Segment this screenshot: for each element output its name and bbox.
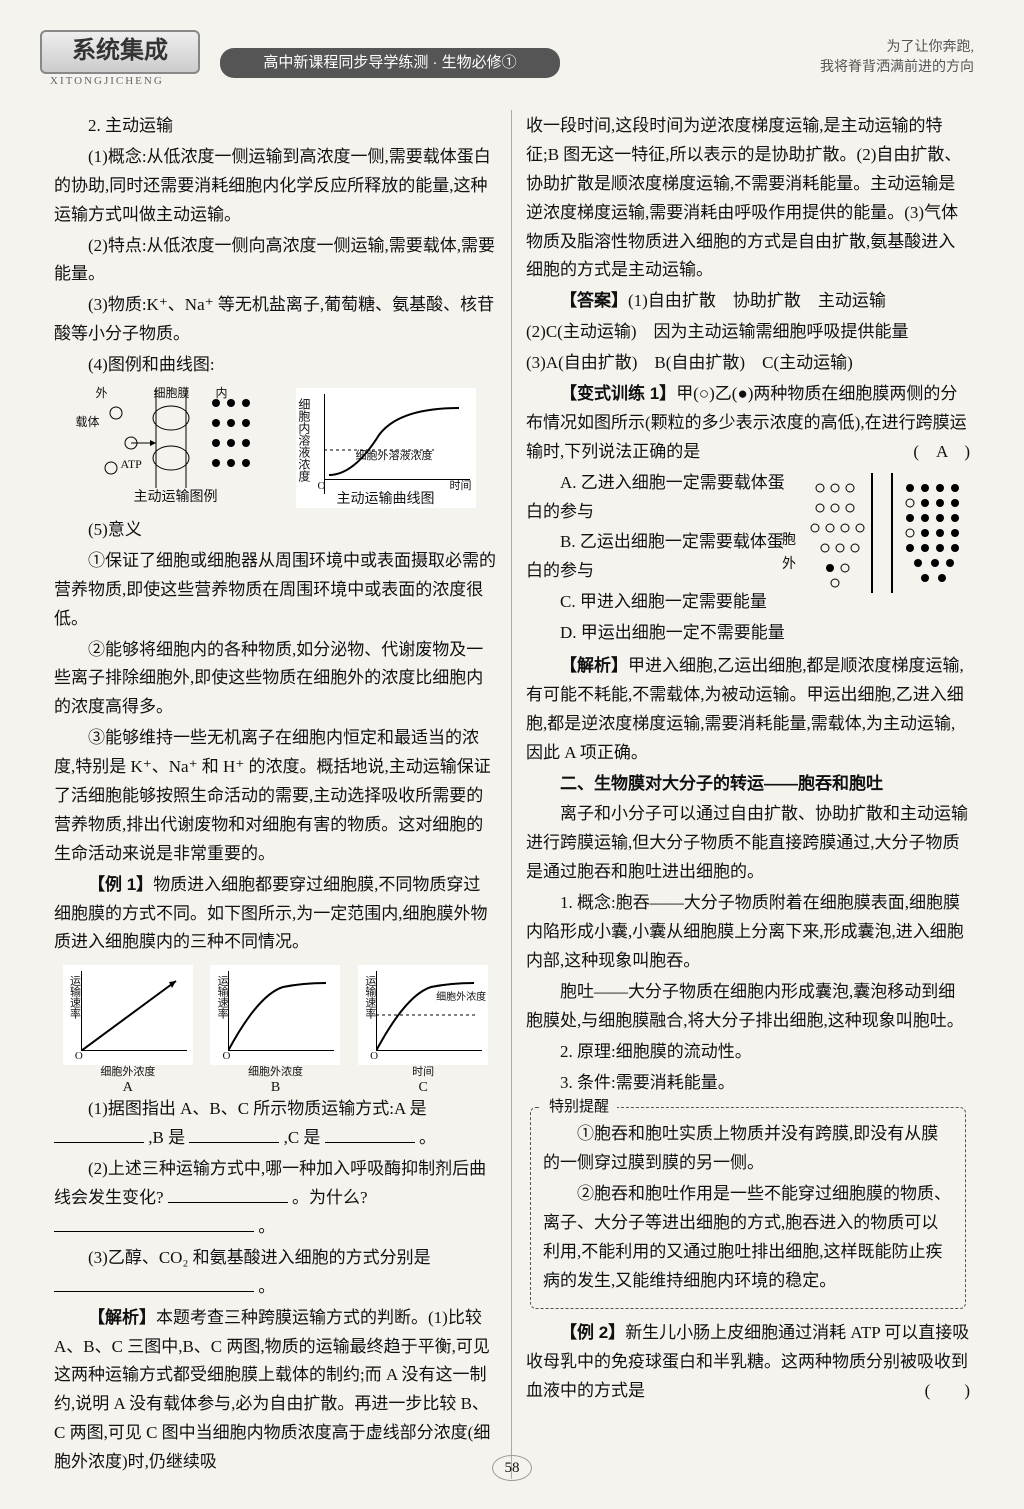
label-atp: ATP bbox=[121, 454, 142, 474]
section-2-heading-right: 二、生物膜对大分子的转运——胞吞和胞吐 bbox=[526, 770, 970, 799]
analysis-continued: 收一段时间,这段时间为逆浓度梯度运输,是主动运输的特征;B 图无这一特征,所以表… bbox=[526, 112, 970, 285]
special-note-box: 特别提醒 ①胞吞和胞吐实质上物质并没有跨膜,即没有从膜的一侧穿过膜到膜的另一侧。… bbox=[530, 1107, 966, 1308]
question-2: (2)上述三种运输方式中,哪一种加入呼吸酶抑制剂后曲线会发生变化? 。为什么? … bbox=[54, 1155, 497, 1242]
curve-midlabel: 细胞外溶液浓度 bbox=[356, 447, 433, 466]
para-substances: (3)物质:K⁺、Na⁺ 等无机盐离子,葡萄糖、氨基酸、核苷酸等小分子物质。 bbox=[54, 291, 497, 349]
variant-analysis-label: 【解析】 bbox=[560, 656, 628, 675]
page-number-value: 58 bbox=[492, 1455, 532, 1481]
q1-text-a: (1)据图指出 A、B、C 所示物质运输方式:A 是 bbox=[88, 1099, 427, 1118]
option-d: D. 甲运出细胞一定不需要能量 bbox=[526, 619, 970, 648]
para-meaning-1: ①保证了细胞或细胞器从周围环境中或表面摄取必需的营养物质,即使这些营养物质在周围… bbox=[54, 547, 497, 634]
page-number: 58 bbox=[0, 1455, 1024, 1482]
page-header: 系统集成 XITONGJICHENG 高中新课程同步导学练测 · 生物必修① 为… bbox=[40, 30, 984, 100]
answer-line1: (1)自由扩散 协助扩散 主动运输 bbox=[628, 291, 886, 310]
transport-schematic: 外 细胞膜 内 载体 ATP 主动运输图例 bbox=[76, 388, 276, 508]
chart-a: 运输速率 O 细胞外浓度 A bbox=[63, 965, 193, 1065]
para-figure-label: (4)图例和曲线图: bbox=[54, 351, 497, 380]
q3-text: (3)乙醇、CO₂ 和氨基酸进入细胞的方式分别是 bbox=[88, 1248, 431, 1267]
chart-c-caption: C bbox=[358, 1076, 488, 1100]
analysis-text: 本题考查三种跨膜运输方式的判断。(1)比较 A、B、C 三图中,B、C 两图,物… bbox=[54, 1308, 490, 1471]
active-transport-diagrams: 外 细胞膜 内 载体 ATP 主动运输图例 细胞内溶液浓度 O bbox=[54, 388, 497, 508]
label-carrier: 载体 bbox=[76, 412, 100, 432]
series-title: 高中新课程同步导学练测 · 生物必修① bbox=[220, 48, 560, 78]
example-1-label: 【例 1】 bbox=[88, 875, 153, 894]
blank-a bbox=[54, 1142, 144, 1143]
para-meaning-3: ③能够维持一些无机离子在细胞内恒定和最适当的浓度,特别是 K⁺、Na⁺ 和 H⁺… bbox=[54, 724, 497, 868]
q3-text-b: 。 bbox=[258, 1277, 275, 1296]
macromolecule-intro: 离子和小分子可以通过自由扩散、协助扩散和主动运输进行跨膜运输,但大分子物质不能直… bbox=[526, 800, 970, 887]
chart-c-dashlabel: 细胞外浓度 bbox=[436, 989, 486, 1006]
note-1: ①胞吞和胞吐实质上物质并没有跨膜,即没有从膜的一侧穿过膜到膜的另一侧。 bbox=[543, 1120, 953, 1178]
chart-b-caption: B bbox=[210, 1076, 340, 1100]
three-mode-charts: 运输速率 O 细胞外浓度 A 运输速率 O 细胞外浓度 B 运输速率 bbox=[54, 965, 497, 1065]
example-1: 【例 1】物质进入细胞都要穿过细胞膜,不同物质穿过细胞膜的方式不同。如下图所示,… bbox=[54, 871, 497, 958]
section-2-heading: 2. 主动运输 bbox=[54, 112, 497, 141]
para-meaning-2: ②能够将细胞内的各种物质,如分泌物、代谢废物及一些离子排除细胞外,即使这些物质在… bbox=[54, 636, 497, 723]
note-2: ②胞吞和胞吐作用是一些不能穿过细胞膜的物质、离子、大分子等进出细胞的方式,胞吞进… bbox=[543, 1180, 953, 1296]
analysis-label: 【解析】 bbox=[88, 1308, 156, 1327]
side-label-cell: 胞 bbox=[782, 529, 796, 553]
variant-1-answer: ( A ) bbox=[879, 438, 970, 467]
chart-a-caption: A bbox=[63, 1076, 193, 1100]
motto-line2: 我将脊背洒满前进的方向 bbox=[820, 58, 974, 78]
chart-b: 运输速率 O 细胞外浓度 B bbox=[210, 965, 340, 1065]
principle: 2. 原理:细胞膜的流动性。 bbox=[526, 1038, 970, 1067]
blank-c bbox=[325, 1142, 415, 1143]
blank-q2a bbox=[168, 1202, 288, 1203]
curve-svg bbox=[324, 400, 464, 480]
blank-q3 bbox=[54, 1291, 254, 1292]
answer-line3: (3)A(自由扩散) B(自由扩散) C(主动运输) bbox=[526, 349, 970, 378]
curve-ylabel: 细胞内溶液浓度 bbox=[294, 398, 314, 482]
answer-line2: (2)C(主动运输) 因为主动运输需细胞呼吸提供能量 bbox=[526, 318, 970, 347]
left-column: 2. 主动运输 (1)概念:从低浓度一侧运输到高浓度一侧,需要载体蛋白的协助,同… bbox=[40, 110, 512, 1479]
q2-text-b: 。为什么? bbox=[292, 1188, 368, 1207]
label-outer: 外 bbox=[96, 383, 108, 403]
q1-text-c: ,C 是 bbox=[284, 1128, 321, 1147]
q1-text-d: 。 bbox=[419, 1128, 436, 1147]
para-concept: (1)概念:从低浓度一侧运输到高浓度一侧,需要载体蛋白的协助,同时还需要消耗细胞… bbox=[54, 143, 497, 230]
exocytosis-concept: 胞吐——大分子物质在细胞内形成囊泡,囊泡移动到细胞膜处,与细胞膜融合,将大分子排… bbox=[526, 978, 970, 1036]
label-membrane: 细胞膜 bbox=[154, 383, 190, 403]
active-transport-curve: 细胞内溶液浓度 O 细胞外溶液浓度 时间 主动运输曲线图 bbox=[296, 388, 476, 508]
curve-caption: 主动运输曲线图 bbox=[296, 488, 476, 512]
special-note-title: 特别提醒 bbox=[541, 1094, 617, 1120]
variant-analysis: 【解析】甲进入细胞,乙运出细胞,都是顺浓度梯度运输,有可能不耗能,不需载体,为被… bbox=[526, 652, 970, 768]
blank-q2b bbox=[54, 1231, 254, 1232]
q2-text-c: 。 bbox=[258, 1217, 275, 1236]
answer-block: 【答案】(1)自由扩散 协助扩散 主动运输 (2)C(主动运输) 因为主动运输需… bbox=[526, 287, 970, 378]
para-feature: (2)特点:从低浓度一侧向高浓度一侧运输,需要载体,需要能量。 bbox=[54, 232, 497, 290]
brand-pinyin: XITONGJICHENG bbox=[50, 72, 164, 91]
brand-logo: 系统集成 bbox=[40, 30, 200, 74]
question-1: (1)据图指出 A、B、C 所示物质运输方式:A 是 ,B 是 ,C 是 。 bbox=[54, 1095, 497, 1153]
variant-1-label: 【变式训练 1】 bbox=[560, 384, 676, 403]
analysis-para: 【解析】本题考查三种跨膜运输方式的判断。(1)比较 A、B、C 三图中,B、C … bbox=[54, 1304, 497, 1477]
example-2-label: 【例 2】 bbox=[560, 1323, 625, 1342]
q2-text-a: (2)上述三种运输方式中,哪一种加入呼吸酶抑制剂后曲线会发生变化? bbox=[54, 1159, 486, 1207]
question-3: (3)乙醇、CO₂ 和氨基酸进入细胞的方式分别是 。 bbox=[54, 1244, 497, 1302]
right-column: 收一段时间,这段时间为逆浓度梯度运输,是主动运输的特征;B 图无这一特征,所以表… bbox=[512, 110, 984, 1479]
chart-c: 运输速率 细胞外浓度 O 时间 C bbox=[358, 965, 488, 1065]
blank-b bbox=[189, 1142, 279, 1143]
side-label-outer: 外 bbox=[782, 553, 796, 577]
schematic-caption: 主动运输图例 bbox=[76, 486, 276, 510]
endocytosis-concept: 1. 概念:胞吞——大分子物质附着在细胞膜表面,细胞膜内陷形成小囊,小囊从细胞膜… bbox=[526, 889, 970, 976]
motto-line1: 为了让你奔跑, bbox=[820, 38, 974, 58]
example-2: 【例 2】新生儿小肠上皮细胞通过消耗 ATP 可以直接吸收母乳中的免疫球蛋白和半… bbox=[526, 1319, 970, 1406]
example-2-paren: ( ) bbox=[891, 1377, 970, 1406]
answer-label: 【答案】 bbox=[526, 287, 628, 316]
label-inner: 内 bbox=[216, 383, 228, 403]
header-motto: 为了让你奔跑, 我将脊背洒满前进的方向 bbox=[820, 38, 974, 77]
q1-text-b: ,B 是 bbox=[148, 1128, 185, 1147]
condition: 3. 条件:需要消耗能量。 bbox=[526, 1069, 970, 1098]
para-meaning-label: (5)意义 bbox=[54, 516, 497, 545]
variant-1: 【变式训练 1】甲(○)乙(●)两种物质在细胞膜两侧的分布情况如图所示(颗粒的多… bbox=[526, 380, 970, 467]
membrane-side-diagram: 胞 外 bbox=[800, 473, 970, 599]
